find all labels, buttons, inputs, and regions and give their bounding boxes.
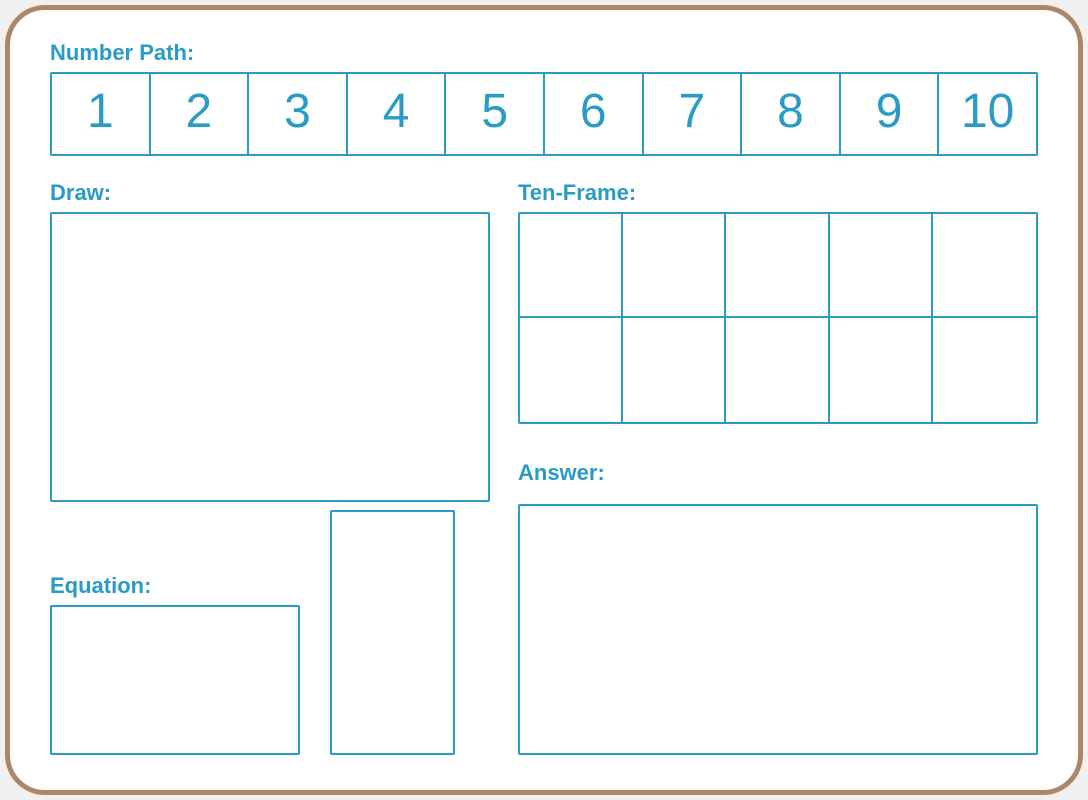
answer-label: Answer: [518, 460, 1038, 486]
ten-frame-cell[interactable] [933, 318, 1036, 422]
equation-label: Equation: [50, 573, 300, 599]
draw-section: Draw: [50, 180, 490, 502]
number-path-section: Number Path: 1 2 3 4 5 6 7 8 9 10 [50, 40, 1038, 156]
answer-box[interactable] [518, 504, 1038, 755]
number-path-cell: 6 [545, 74, 644, 154]
number-path-cell: 5 [446, 74, 545, 154]
ten-frame-cell[interactable] [830, 214, 933, 318]
ten-frame-section: Ten-Frame: [518, 180, 1038, 424]
ten-frame-cell[interactable] [623, 318, 726, 422]
equation-section: Equation: [50, 510, 490, 755]
number-path-label: Number Path: [50, 40, 1038, 66]
ten-frame-grid[interactable] [518, 212, 1038, 424]
draw-label: Draw: [50, 180, 490, 206]
equation-box[interactable] [50, 605, 300, 755]
ten-frame-cell[interactable] [830, 318, 933, 422]
left-column: Draw: Equation: [50, 180, 490, 755]
number-path-row: 1 2 3 4 5 6 7 8 9 10 [50, 72, 1038, 156]
number-path-cell: 4 [348, 74, 447, 154]
right-column: Ten-Frame: Answer: [518, 180, 1038, 755]
equation-input-group: Equation: [50, 573, 300, 755]
answer-section: Answer: [518, 460, 1038, 755]
ten-frame-label: Ten-Frame: [518, 180, 1038, 206]
number-path-cell: 1 [52, 74, 151, 154]
ten-frame-cell[interactable] [933, 214, 1036, 318]
draw-box[interactable] [50, 212, 490, 502]
main-area: Draw: Equation: Ten-Frame: [50, 180, 1038, 755]
equation-result-box[interactable] [330, 510, 455, 755]
number-path-cell: 8 [742, 74, 841, 154]
number-path-cell: 9 [841, 74, 940, 154]
ten-frame-cell[interactable] [726, 214, 829, 318]
math-whiteboard: Number Path: 1 2 3 4 5 6 7 8 9 10 Draw: … [5, 5, 1083, 795]
number-path-cell: 3 [249, 74, 348, 154]
ten-frame-cell[interactable] [726, 318, 829, 422]
number-path-cell: 10 [939, 74, 1036, 154]
number-path-cell: 2 [151, 74, 250, 154]
ten-frame-cell[interactable] [520, 214, 623, 318]
ten-frame-cell[interactable] [520, 318, 623, 422]
number-path-cell: 7 [644, 74, 743, 154]
ten-frame-cell[interactable] [623, 214, 726, 318]
